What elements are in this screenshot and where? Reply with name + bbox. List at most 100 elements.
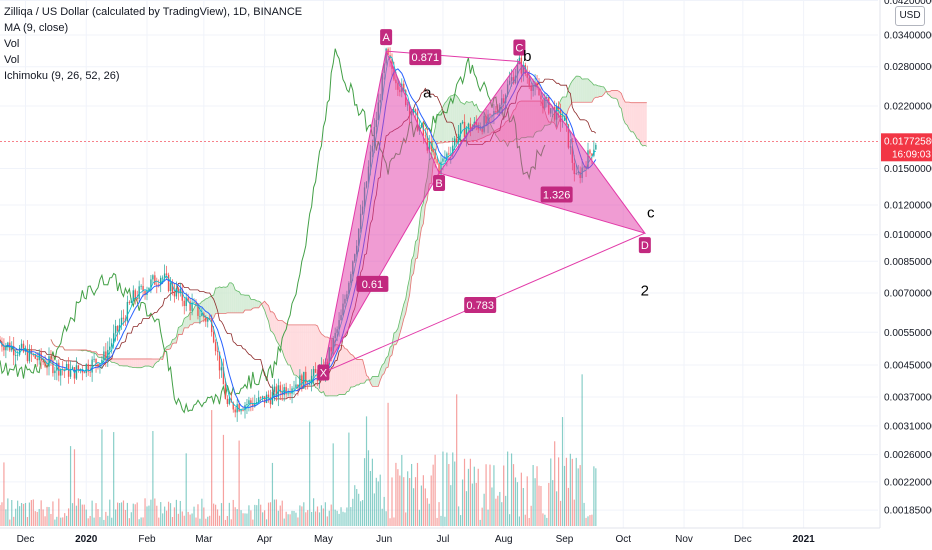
candle-body xyxy=(267,394,270,398)
volume-bar xyxy=(414,477,417,526)
volume-bar xyxy=(19,506,21,526)
ichimoku-cloud-segment xyxy=(143,358,146,367)
volume-bar xyxy=(434,454,436,526)
pattern-point-x-badge xyxy=(317,364,330,381)
ichimoku-cloud-segment xyxy=(562,97,565,117)
volume-bar xyxy=(422,475,424,526)
candle-body xyxy=(416,111,419,131)
candle-body xyxy=(224,384,227,399)
volume-bar xyxy=(15,508,17,526)
volume-bar xyxy=(540,486,542,526)
ichimoku-cloud-segment xyxy=(388,347,391,368)
volume-bar xyxy=(279,505,281,526)
current-price-badge xyxy=(881,133,932,162)
ichimoku-cloud-segment xyxy=(119,358,122,366)
volume-bar xyxy=(81,504,83,526)
ichimoku-cloud-segment xyxy=(217,286,220,314)
x-tick-label: 2020 xyxy=(75,534,98,545)
volume-bar xyxy=(218,515,221,526)
legend-vol-2[interactable]: Vol xyxy=(4,54,20,66)
volume-bar xyxy=(107,515,109,526)
volume-bar xyxy=(558,457,560,526)
currency-button[interactable]: USD xyxy=(895,6,925,26)
pattern-ratio-badge xyxy=(540,186,573,203)
pattern-point-c-badge xyxy=(513,39,526,56)
ichimoku-cloud-segment xyxy=(311,324,314,384)
volume-bar xyxy=(479,519,481,526)
candle-body xyxy=(44,362,46,367)
volume-bar xyxy=(240,510,242,526)
legend-vol-1[interactable]: Vol xyxy=(4,38,20,50)
volume-bar xyxy=(169,503,172,526)
volume-bar xyxy=(234,507,236,526)
ichimoku-cloud-segment xyxy=(297,324,300,380)
volume-bar xyxy=(332,443,334,526)
volume-bar xyxy=(424,488,426,526)
volume-bar xyxy=(305,512,307,526)
candle-body xyxy=(79,369,82,370)
candle-body xyxy=(54,370,56,374)
x-tick-label: Dec xyxy=(17,534,35,545)
candle-body xyxy=(448,153,450,155)
candle-body xyxy=(430,141,432,150)
ichimoku-cloud-segment xyxy=(139,358,142,368)
candle-body xyxy=(238,404,240,412)
volume-bar xyxy=(52,501,54,526)
candle-body xyxy=(11,345,13,351)
candle-body xyxy=(136,297,138,299)
volume-bar xyxy=(258,498,260,526)
volume-bar xyxy=(389,518,391,526)
candle-body xyxy=(308,384,311,386)
legend-ichimoku[interactable]: Ichimoku (9, 26, 52, 26) xyxy=(4,70,120,82)
legend-ma[interactable]: MA (9, close) xyxy=(4,22,69,34)
volume-bar xyxy=(83,504,85,526)
volume-bar xyxy=(532,465,534,526)
ichimoku-cloud-segment xyxy=(235,289,238,313)
volume-bar xyxy=(291,510,293,526)
volume-bar xyxy=(473,466,475,526)
ichimoku-cloud-segment xyxy=(148,358,151,367)
volume-bar xyxy=(569,453,571,526)
ichimoku-cloud-segment xyxy=(638,102,641,144)
volume-bar xyxy=(563,465,566,526)
volume-bar xyxy=(350,507,352,526)
volume-bar xyxy=(293,510,295,526)
volume-bar xyxy=(542,513,544,526)
candle-body xyxy=(438,163,440,175)
volume-bar xyxy=(518,516,520,526)
x-tick-label: 2021 xyxy=(792,534,815,545)
volume-bar xyxy=(440,515,442,526)
ichimoku-cloud-segment xyxy=(341,345,343,395)
volume-bar xyxy=(269,502,272,526)
volume-bar xyxy=(140,517,142,526)
volume-bar xyxy=(13,516,15,526)
candle-body xyxy=(99,363,101,368)
volume-bar xyxy=(538,485,540,526)
pattern-point-d-text: D xyxy=(641,240,649,252)
candle-body xyxy=(252,403,254,407)
candle-body xyxy=(467,123,470,129)
volume-bar xyxy=(463,458,466,526)
ichimoku-cloud-segment xyxy=(615,90,618,100)
candle-body xyxy=(142,285,144,292)
candle-body xyxy=(85,364,87,374)
volume-bar xyxy=(295,512,297,526)
pattern-point-a-badge xyxy=(380,29,393,46)
volume-bar xyxy=(99,517,101,526)
ichimoku-cloud-segment xyxy=(237,291,240,313)
bar-countdown: 16:09:03 xyxy=(892,149,931,160)
candle-body xyxy=(246,404,248,406)
volume-bar xyxy=(236,509,238,526)
volume-bar xyxy=(209,515,211,526)
volume-bar xyxy=(446,452,448,526)
volume-bar xyxy=(550,458,552,526)
volume-bar xyxy=(401,455,403,526)
ichimoku-cloud-segment xyxy=(415,239,418,259)
y-tick-label: 0.00310000 xyxy=(884,421,932,432)
candle-body xyxy=(248,400,250,405)
ichimoku-cloud-segment xyxy=(303,324,306,382)
volume-bar xyxy=(111,517,113,526)
candle-body xyxy=(275,386,278,398)
